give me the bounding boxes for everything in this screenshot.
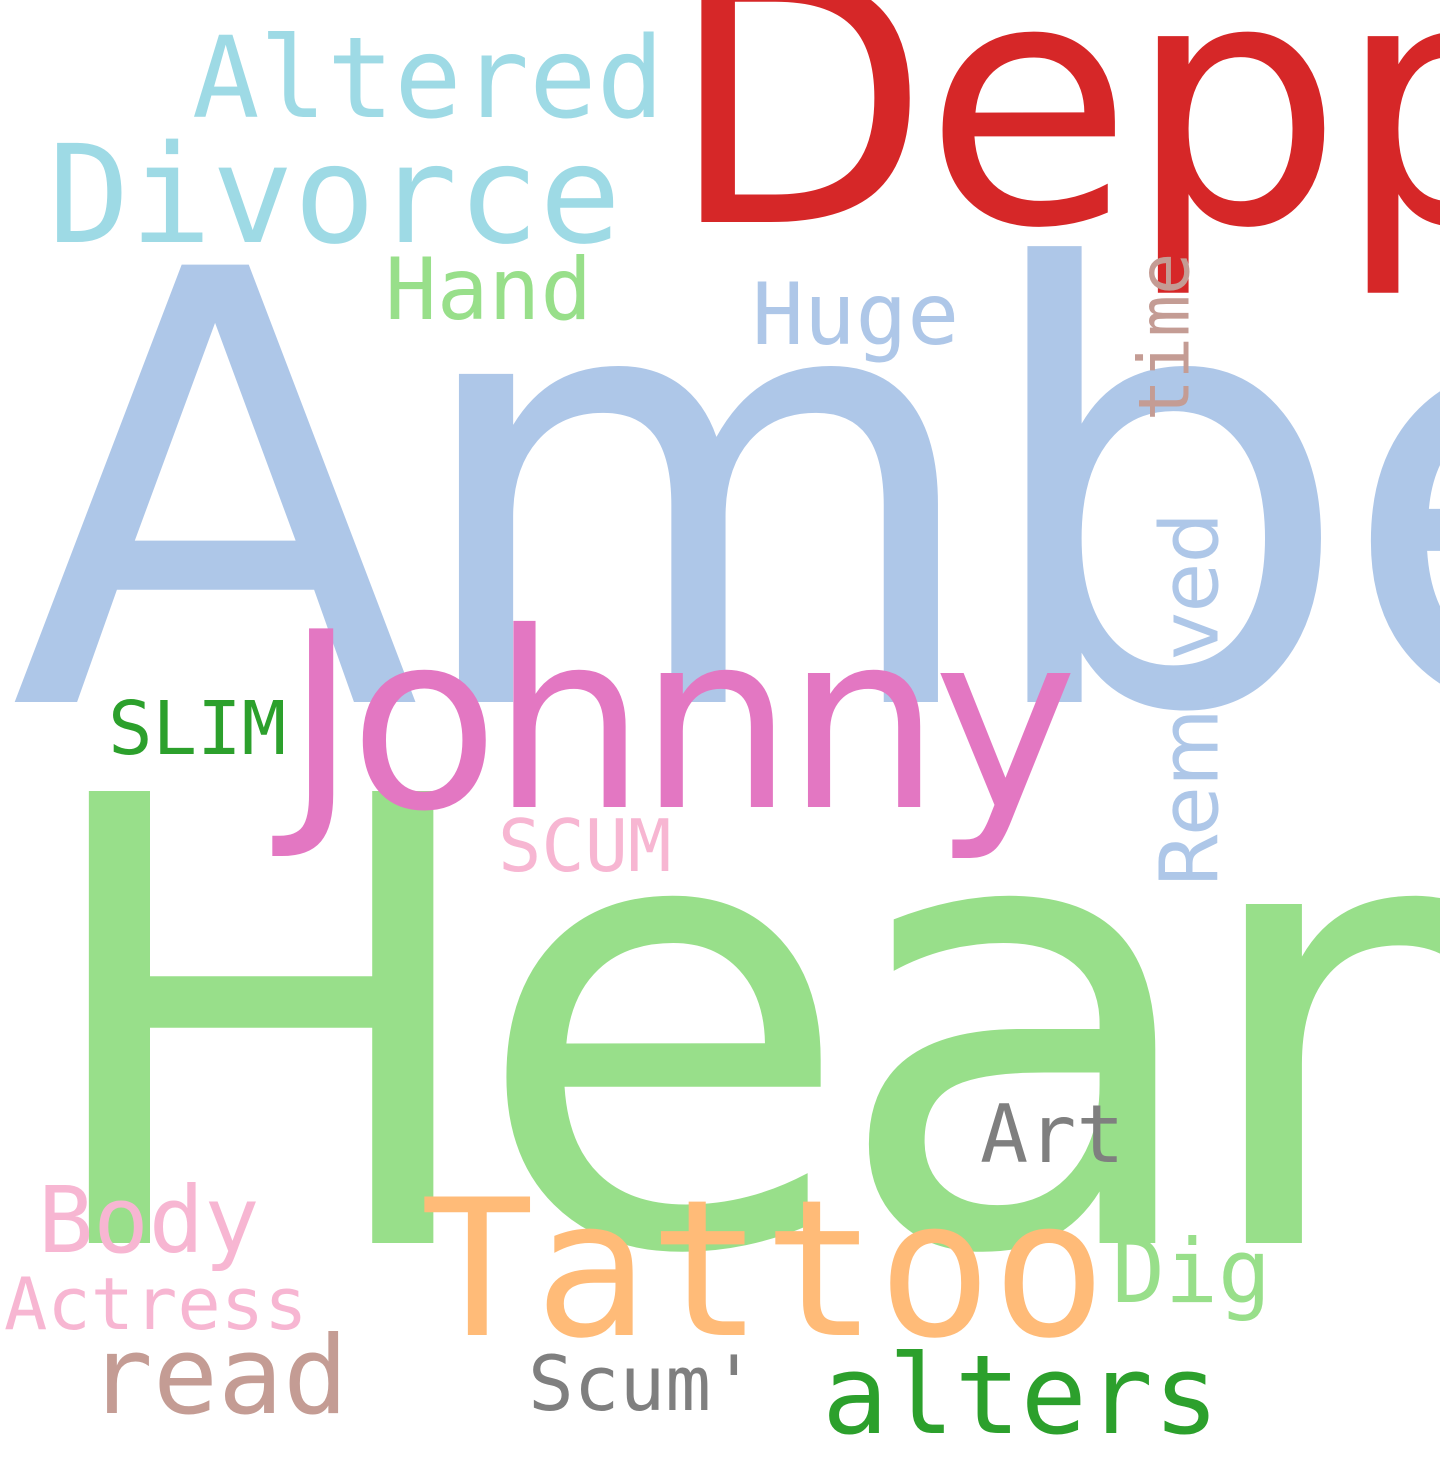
word-dig: Dig (1112, 1220, 1271, 1323)
word-removed: Removed (1143, 512, 1237, 888)
word-time: time (1123, 252, 1206, 422)
word-scum-quoted: Scum' (528, 1339, 757, 1428)
word-depp: Depp (668, 0, 1440, 303)
word-huge: Huge (752, 265, 960, 365)
word-alters: alters (822, 1331, 1220, 1459)
word-heard: Heard (28, 669, 1440, 1390)
word-divorce: Divorce (48, 117, 622, 275)
word-actress: Actress (4, 1262, 308, 1346)
word-read: read (88, 1314, 349, 1439)
word-altered: Altered (192, 14, 665, 144)
word-amber: Amber (10, 145, 1440, 844)
word-body: Body (38, 1167, 260, 1274)
word-scum-upper: SCUM (498, 804, 672, 888)
word-tattoo: Tattoo (420, 1159, 1107, 1380)
word-johnny: Johnny (285, 580, 1078, 865)
word-slim: SLIM (108, 686, 287, 772)
word-art: Art (980, 1088, 1125, 1181)
word-hand: Hand (385, 240, 593, 340)
